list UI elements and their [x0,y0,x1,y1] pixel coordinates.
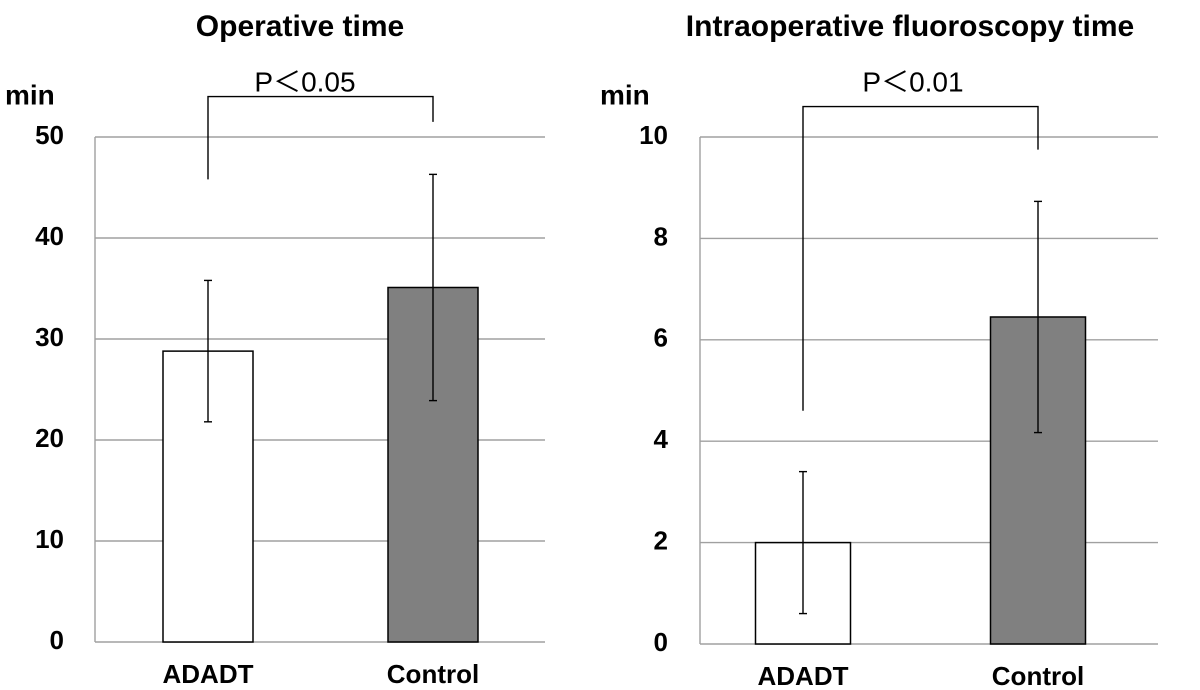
chart2-significance-bracket [802,105,1039,411]
chart1-y-tick-label-0: 0 [50,625,64,655]
chart2-y-tick-label-6: 6 [654,323,668,353]
chart1-category-label-adadt: ADADT [163,659,254,689]
chart2-y-tick-label-10: 10 [639,120,668,150]
chart1-significance-bracket [207,95,434,180]
chart1-y-tick-label-20: 20 [35,423,64,453]
chart1-title: Operative time [196,10,404,43]
chart1-y-tick-label-10: 10 [35,524,64,554]
chart2-y-tick-label-4: 4 [654,424,669,454]
chart2-significance-label: P＜0.01 [862,66,963,97]
chart1-y-tick-label-50: 50 [35,120,64,150]
chart2-y-tick-label-2: 2 [654,525,668,555]
chart1-y-unit-label: min [5,79,55,110]
chart1-significance-label: P＜0.05 [254,66,355,97]
chart1-category-label-control: Control [387,659,479,689]
chart2-y-unit-label: min [600,79,650,110]
chart2-category-label-adadt: ADADT [758,661,849,690]
chart2-category-label-control: Control [992,661,1084,690]
chart2-y-tick-label-0: 0 [654,627,668,657]
chart2-y-tick-label-8: 8 [654,221,668,251]
chart2-title: Intraoperative fluoroscopy time [686,10,1134,43]
chart1-y-tick-label-30: 30 [35,322,64,352]
chart1-y-tick-label-40: 40 [35,221,64,251]
